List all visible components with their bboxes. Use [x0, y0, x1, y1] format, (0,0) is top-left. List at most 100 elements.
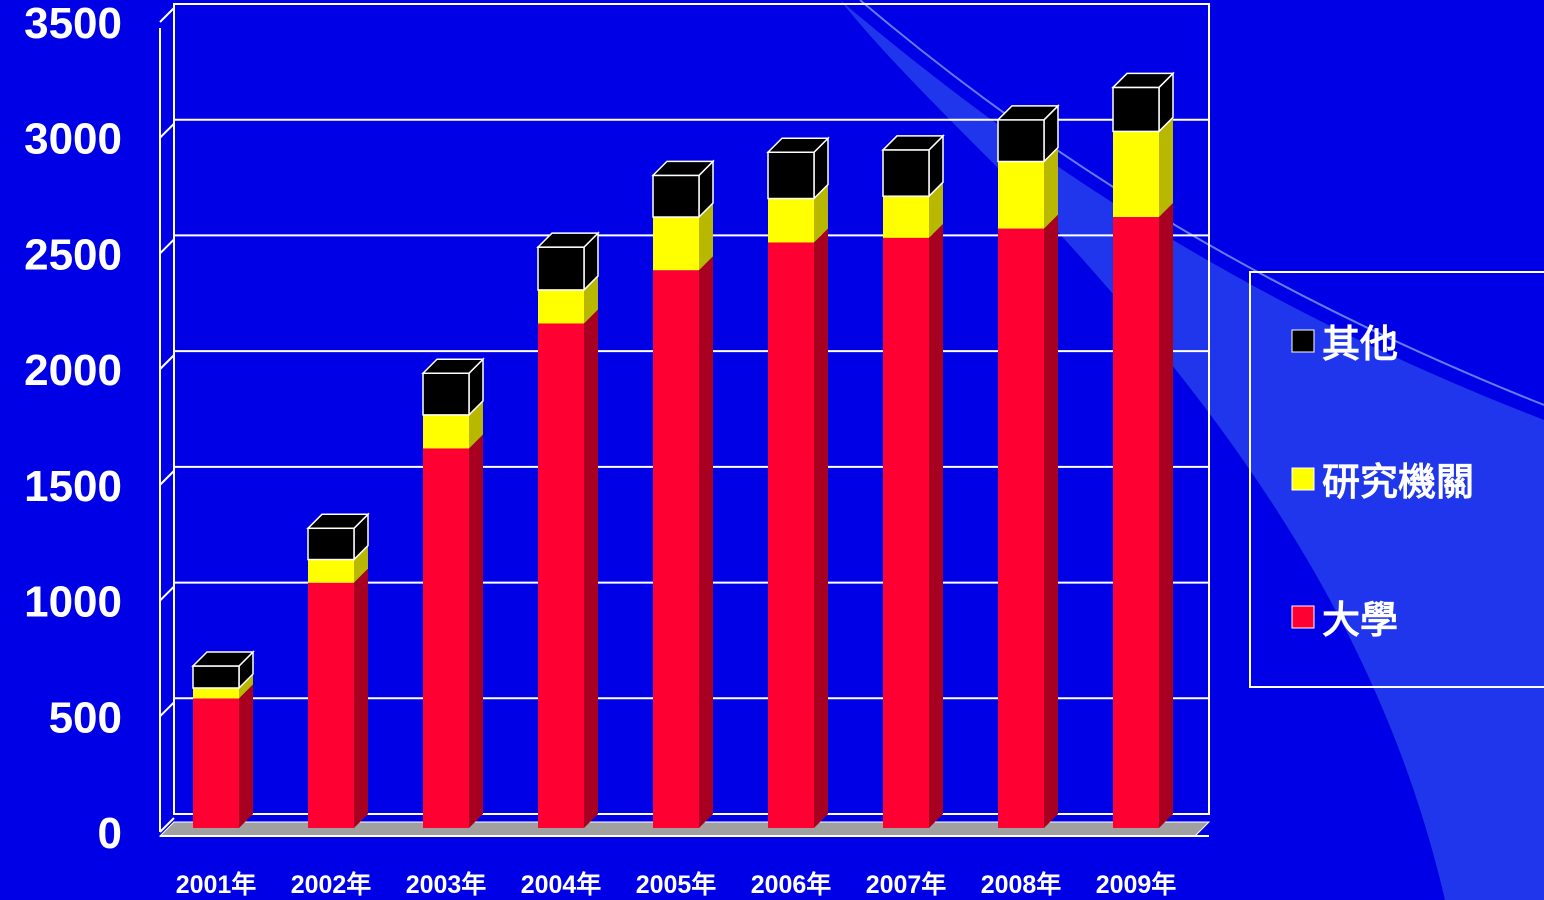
y-tick-mark — [159, 470, 175, 486]
bar-segment — [423, 414, 469, 449]
bar-segment — [653, 217, 699, 271]
bar-stack — [421, 357, 485, 828]
x-tick-label: 2005年 — [636, 870, 717, 899]
y-tick-mark — [159, 585, 175, 602]
bar-segment — [193, 698, 239, 828]
y-tick-label: 1000 — [24, 578, 122, 627]
bar-segment — [538, 289, 584, 324]
bar-top-face — [766, 137, 830, 153]
legend-box — [1249, 271, 1544, 688]
bar-top-face — [306, 513, 370, 530]
bar-segment — [882, 149, 930, 197]
bar-segment-side — [469, 434, 483, 828]
bar-stack — [1111, 71, 1175, 828]
bar-segment-side — [699, 256, 713, 828]
x-tick-label: 2008年 — [981, 870, 1062, 899]
bar-segment — [1112, 86, 1160, 133]
swoosh-edge — [859, 0, 1544, 406]
bar-segment-side — [699, 203, 713, 271]
y-tick-mark — [159, 817, 175, 833]
bar-segment — [883, 237, 929, 828]
bar-top-face — [536, 232, 600, 248]
bar-segment — [423, 448, 469, 828]
bar-stack — [536, 231, 600, 828]
bar-segment-side — [239, 673, 253, 699]
bar-segment-side — [929, 182, 943, 238]
bar-segment — [537, 246, 585, 291]
y-tick-label: 2500 — [24, 230, 122, 279]
bar-segment — [422, 372, 470, 416]
y-tick-label: 3000 — [24, 115, 122, 164]
legend-swatch — [1291, 329, 1315, 353]
bar-segment — [653, 270, 699, 828]
bar-segment-side — [239, 684, 253, 828]
bar-segment — [538, 323, 584, 828]
bars — [191, 71, 1175, 829]
legend-label: 其他 — [1322, 322, 1398, 366]
bar-segment — [307, 527, 355, 561]
bar-segment — [1113, 131, 1159, 218]
bar-segment-side — [1159, 203, 1173, 828]
bar-segment-side — [1044, 214, 1058, 829]
y-tick-label: 2000 — [24, 346, 122, 395]
bar-segment-side — [929, 223, 943, 828]
bar-top-face — [191, 651, 255, 667]
bar-stack — [191, 650, 255, 828]
x-tick-label: 2007年 — [866, 870, 947, 899]
bar-stack — [306, 512, 370, 828]
y-tick-mark — [159, 701, 175, 717]
bar-top-face — [421, 358, 485, 374]
x-tick-label: 2009年 — [1096, 870, 1177, 899]
bar-segment-side — [584, 275, 598, 324]
bar-stack — [996, 104, 1060, 829]
bar-segment — [192, 665, 240, 689]
legend-swatch — [1291, 467, 1315, 491]
bar-segment — [998, 228, 1044, 829]
legend-label: 大學 — [1322, 598, 1398, 642]
bar-segment-side — [354, 568, 368, 828]
x-tick-label: 2002年 — [291, 870, 372, 899]
bar-stack — [881, 134, 945, 828]
x-tick-label: 2004年 — [521, 870, 602, 899]
bar-segment — [1113, 217, 1159, 828]
legend-swatch — [1291, 605, 1315, 629]
bar-segment — [998, 161, 1044, 229]
y-tick-mark — [159, 238, 175, 255]
bar-segment-side — [469, 400, 483, 449]
y-tick-mark — [159, 354, 175, 370]
x-tick-label: 2001年 — [176, 870, 257, 899]
x-tick-label: 2003年 — [406, 870, 487, 899]
bar-stack — [651, 159, 715, 828]
legend-label: 研究機關 — [1322, 460, 1474, 504]
swoosh-band — [840, 0, 1544, 900]
bar-segment — [652, 174, 700, 218]
y-tick-label: 0 — [98, 809, 122, 858]
y-tick-mark — [159, 7, 175, 23]
bar-segment — [193, 687, 239, 699]
bar-segment-side — [814, 228, 828, 828]
y-tick-label: 500 — [49, 693, 122, 742]
bar-segment — [308, 582, 354, 828]
bar-segment-side — [1044, 147, 1058, 229]
bar-segment — [767, 151, 815, 200]
bar-top-face — [996, 105, 1060, 121]
bar-segment — [768, 198, 814, 243]
bar-segment — [997, 119, 1045, 163]
bar-segment — [768, 242, 814, 828]
bar-segment-side — [814, 184, 828, 243]
y-tick-label: 3500 — [24, 0, 122, 48]
bar-segment — [308, 559, 354, 583]
bar-stack — [766, 136, 830, 828]
x-tick-label: 2006年 — [751, 870, 832, 899]
y-tick-mark — [159, 123, 175, 139]
bar-top-face — [651, 160, 715, 177]
bar-segment-side — [584, 309, 598, 828]
background-swoosh — [840, 0, 1544, 900]
bar-top-face — [1111, 72, 1175, 89]
bar-segment-side — [354, 545, 368, 583]
bar-segment-side — [1159, 117, 1173, 218]
y-tick-label: 1500 — [24, 462, 122, 511]
